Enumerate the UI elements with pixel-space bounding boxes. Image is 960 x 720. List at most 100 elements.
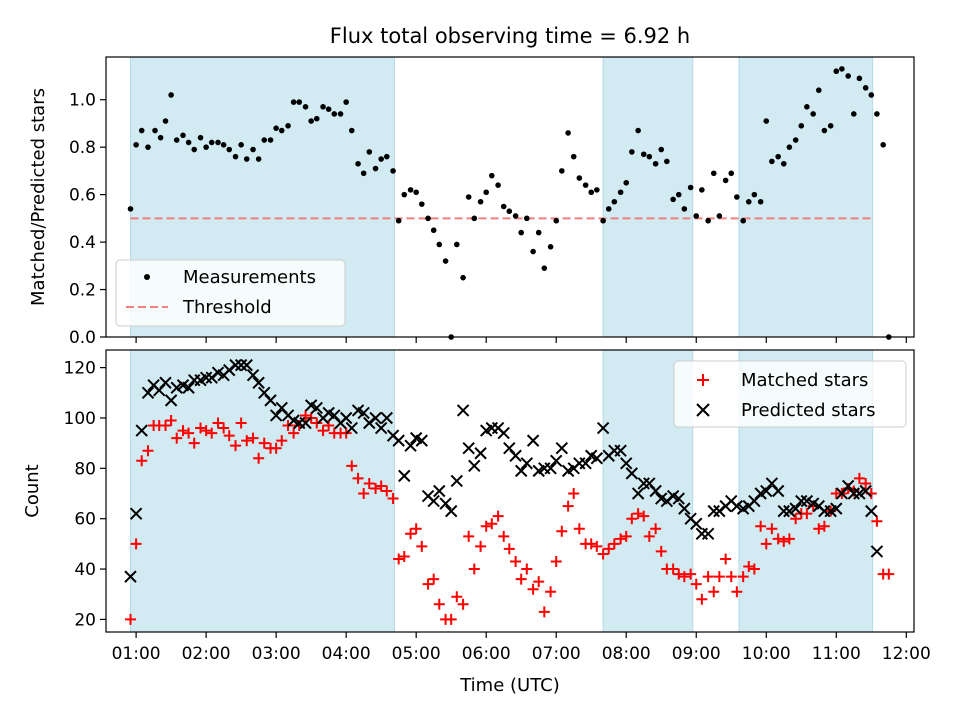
count-panel-y-axis: 20 40 60 80 100 120 [64,359,106,630]
measurement-point [559,168,565,174]
predicted-star-point [514,464,528,478]
matched-star-point [573,523,585,535]
matched-star-point [603,543,615,555]
predicted-star-point [841,479,855,493]
measurement-point [833,68,840,75]
measurement-point [273,125,279,131]
matched-star-point [550,556,562,567]
measurement-point [763,118,770,124]
matched-star-point [422,578,434,590]
predicted-star-point [345,421,358,435]
measurement-point [856,75,863,82]
y-tick-label: 0.6 [69,186,96,206]
measurement-point [133,141,139,148]
predicted-star-point [444,504,458,518]
measurement-point [378,156,384,162]
matched-star-point [160,420,172,432]
y-tick-label: 0.4 [69,233,96,253]
y-tick-label: 100 [64,409,96,429]
x-tick-label: 01:00 [112,644,161,664]
matched-star-point [685,568,697,580]
legend-threshold-label: Threshold [182,297,272,318]
measurement-point [477,198,484,205]
predicted-star-point [439,497,452,510]
predicted-star-point [433,484,446,498]
measurement-point [722,177,729,184]
measurement-point [145,144,151,150]
predicted-star-point [614,444,627,457]
measurement-point [418,201,425,207]
predicted-star-point [789,502,802,515]
measurement-point [535,229,542,236]
y-tick-label: 20 [74,610,96,630]
measurement-point [512,213,519,219]
matched-star-point [457,598,469,610]
measurement-point [734,194,740,200]
measurement-point [547,244,554,250]
measurement-point [290,99,297,105]
measurement-point [530,248,536,255]
matched-star-point [790,513,802,525]
chart-title: Flux total observing time = 6.92 h [330,24,690,48]
legend-measurements-label: Measurements [183,267,316,288]
measurement-point [442,258,449,264]
measurement-point [173,137,180,143]
measurement-point [600,217,606,224]
matched-star-point [492,510,504,522]
matched-star-point [748,563,760,575]
measurement-point [670,196,676,203]
measurement-point [250,146,256,153]
y-tick-label: 0.2 [69,281,96,301]
measurement-point [775,153,781,160]
matched-star-point [643,530,655,542]
matched-star-point [585,538,597,550]
predicted-star-point [129,507,143,520]
matched-star-point [398,550,410,562]
predicted-star-point [252,376,265,389]
predicted-star-point [853,487,866,500]
matched-star-point [433,598,445,610]
predicted-star-point [870,545,884,558]
x-tick-label: 05:00 [392,644,441,664]
matched-star-point [515,573,527,585]
measurement-point [524,215,530,222]
measurement-point [285,123,291,129]
matched-star-point [387,493,399,505]
shaded-interval [738,56,874,338]
matched-star-point [468,563,480,575]
predicted-star-point [170,381,183,394]
measurement-point [413,189,419,196]
matched-star-point [650,523,662,535]
count-panel-legend: Matched stars Predicted stars [673,360,907,428]
predicted-star-point [800,494,814,508]
matched-star-point [538,606,550,618]
measurement-point [238,141,244,148]
measurement-point [331,111,338,117]
predicted-star-point [771,484,785,498]
matched-star-point [521,563,533,575]
matched-star-point [375,480,387,492]
y-tick-label: 0.8 [69,138,96,158]
measurement-point [652,160,659,167]
measurement-point [874,111,880,117]
x-tick-label: 02:00 [182,644,231,664]
matched-star-point [206,427,218,439]
matched-star-point [615,533,627,545]
matched-star-point [200,425,212,437]
measurement-point [675,191,682,198]
predicted-star-point [264,394,277,407]
matched-star-point [690,578,702,590]
measurement-point [780,160,787,167]
matched-star-point [480,520,492,532]
matched-star-point [527,583,539,595]
matched-star-point [853,472,865,484]
predicted-star-point [182,381,195,394]
measurement-point [261,137,268,143]
y-tick-label: 40 [74,560,96,580]
matched-star-point [247,432,259,444]
matched-star-point [223,430,235,442]
matched-star-point [177,425,189,437]
x-tick-label: 12:00 [882,644,931,664]
measurement-point [640,151,647,158]
